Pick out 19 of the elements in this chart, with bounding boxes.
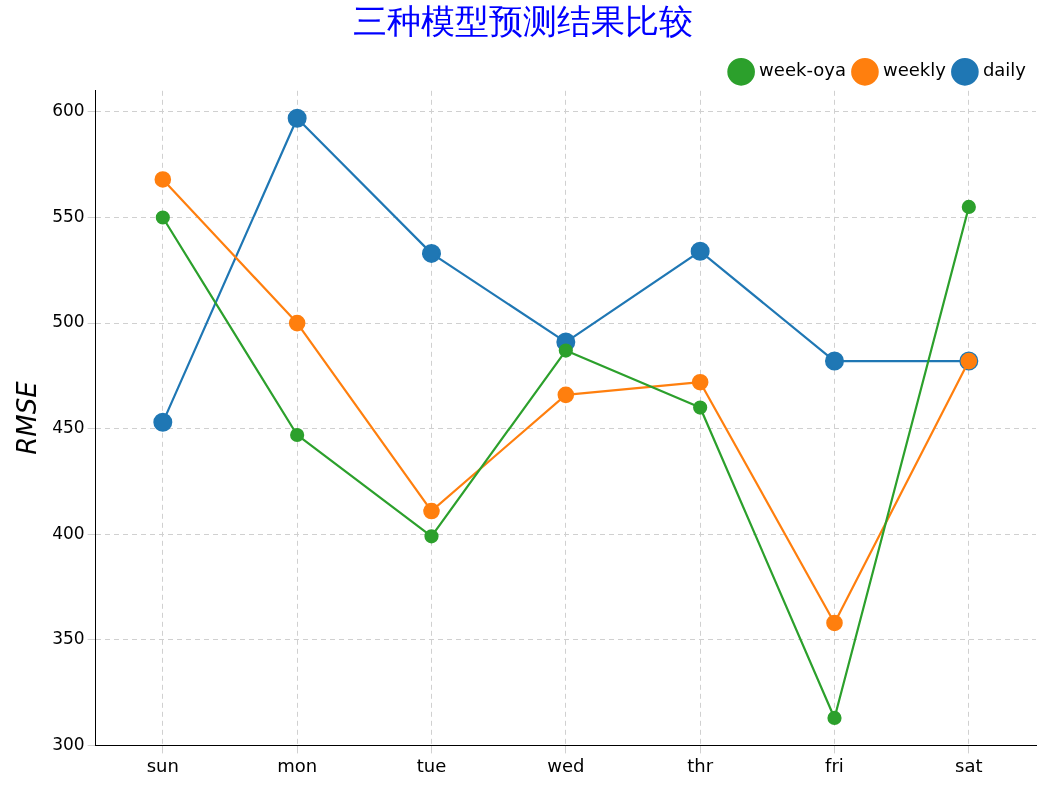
legend-label: daily [982,59,1027,81]
chart-title: 三种模型预测结果比较 [353,1,693,42]
y-tick-label: 400 [52,522,85,543]
y-tick-label: 350 [52,628,85,649]
legend-label: week-oya [759,59,846,81]
y-axis-title: RMSE [12,380,43,455]
x-tick-label: thr [687,754,714,776]
y-tick-label: 500 [52,311,85,332]
x-tick-label: sun [146,754,179,776]
x-tick-label: fri [825,754,844,776]
y-tick-label: 550 [52,205,85,226]
y-tick-label: 450 [52,417,85,438]
x-tick-label: mon [277,754,318,776]
x-tick-label: sat [955,754,983,776]
y-tick-label: 300 [52,733,85,754]
legend-label: weekly [882,59,947,81]
y-tick-label: 600 [52,100,85,121]
x-tick-label: wed [547,754,585,776]
x-tick-label: tue [416,754,447,776]
